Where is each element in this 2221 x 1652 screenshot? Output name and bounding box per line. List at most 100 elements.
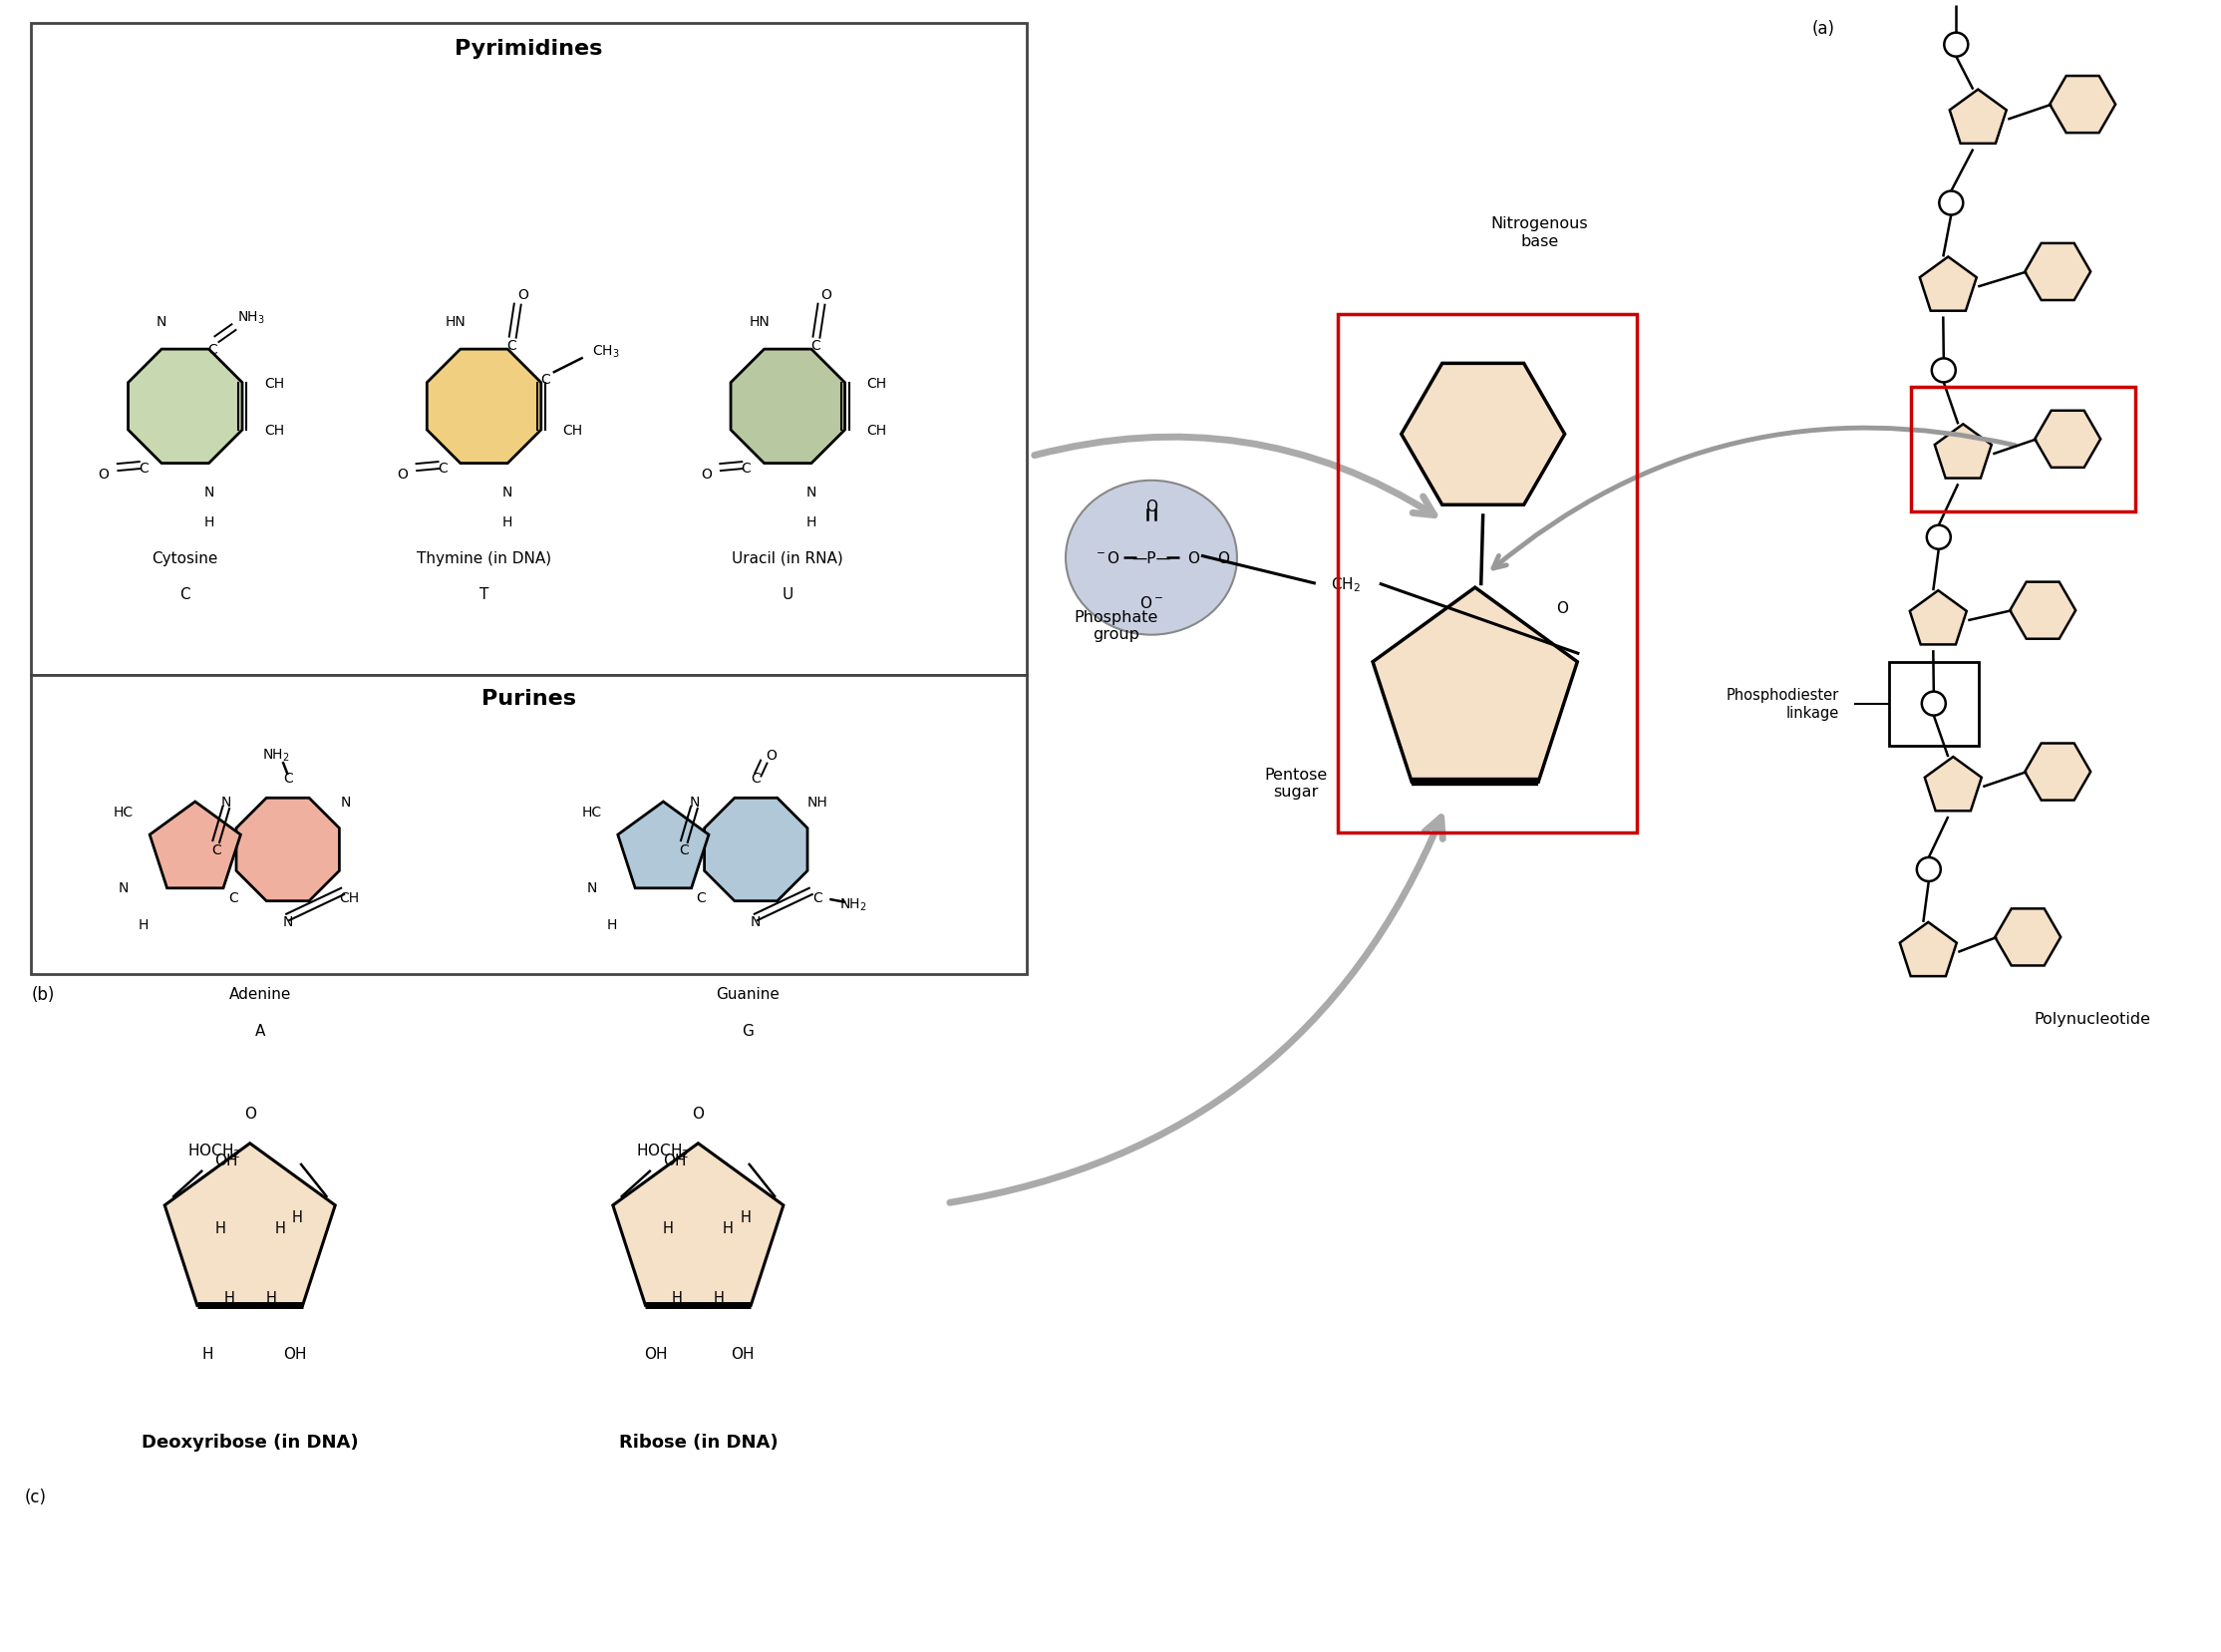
Text: H: H xyxy=(204,515,213,529)
Text: O: O xyxy=(766,748,777,762)
Text: HC: HC xyxy=(113,805,133,819)
Text: C: C xyxy=(209,344,218,357)
Text: O: O xyxy=(517,287,529,302)
Text: C: C xyxy=(506,339,517,354)
Text: O: O xyxy=(98,468,109,481)
Polygon shape xyxy=(164,1143,335,1305)
Text: Uracil (in RNA): Uracil (in RNA) xyxy=(733,550,844,565)
Text: Adenine: Adenine xyxy=(229,986,291,1001)
Circle shape xyxy=(1917,857,1941,882)
Text: H: H xyxy=(291,1209,302,1224)
Text: O: O xyxy=(702,468,711,481)
Text: NH$_3$: NH$_3$ xyxy=(238,311,264,325)
Bar xyxy=(31,23,1026,676)
Text: C: C xyxy=(813,890,822,905)
Text: HN: HN xyxy=(748,316,768,329)
Text: H: H xyxy=(215,1221,227,1236)
Text: A: A xyxy=(255,1024,264,1039)
Polygon shape xyxy=(2026,244,2090,301)
Text: NH$_2$: NH$_2$ xyxy=(840,897,868,914)
Text: C: C xyxy=(282,771,293,785)
Bar xyxy=(1888,662,1979,745)
Text: HOCH$_2$: HOCH$_2$ xyxy=(635,1142,689,1160)
Bar xyxy=(1337,316,1637,833)
Text: T: T xyxy=(480,586,489,601)
Text: Guanine: Guanine xyxy=(715,986,780,1001)
Text: N: N xyxy=(751,915,762,928)
Text: O: O xyxy=(693,1107,704,1122)
Text: O$^-$: O$^-$ xyxy=(1139,595,1164,611)
Polygon shape xyxy=(617,803,708,889)
Text: OH: OH xyxy=(282,1346,306,1361)
Polygon shape xyxy=(2050,76,2114,134)
Text: C: C xyxy=(742,461,751,474)
Polygon shape xyxy=(1373,588,1577,783)
Circle shape xyxy=(1928,525,1950,550)
Text: OH: OH xyxy=(644,1346,666,1361)
Text: O: O xyxy=(1188,550,1199,565)
Text: H: H xyxy=(202,1346,213,1361)
Text: O: O xyxy=(822,287,833,302)
Text: OH: OH xyxy=(215,1153,238,1168)
Polygon shape xyxy=(1899,922,1957,976)
Text: HN: HN xyxy=(444,316,466,329)
Polygon shape xyxy=(1950,91,2006,144)
Text: CH$_3$: CH$_3$ xyxy=(593,344,620,360)
Text: Thymine (in DNA): Thymine (in DNA) xyxy=(418,550,551,565)
Text: H: H xyxy=(740,1209,751,1224)
Text: —P—: —P— xyxy=(1130,550,1170,565)
Text: CH: CH xyxy=(264,377,284,390)
Polygon shape xyxy=(1910,591,1966,644)
Polygon shape xyxy=(2010,583,2077,639)
Text: CH: CH xyxy=(340,890,360,905)
Text: O: O xyxy=(398,468,409,481)
Text: U: U xyxy=(782,586,793,601)
Text: (c): (c) xyxy=(24,1488,47,1507)
Circle shape xyxy=(1932,358,1957,383)
Text: CH: CH xyxy=(866,377,886,390)
Text: Pyrimidines: Pyrimidines xyxy=(455,38,602,58)
Text: N: N xyxy=(155,316,167,329)
Text: C: C xyxy=(751,771,762,785)
Text: H: H xyxy=(662,1221,673,1236)
Text: C: C xyxy=(811,339,820,354)
Text: H: H xyxy=(502,515,513,529)
Text: CH: CH xyxy=(562,423,582,438)
Text: C: C xyxy=(540,372,551,387)
Text: Cytosine: Cytosine xyxy=(151,550,218,565)
Polygon shape xyxy=(426,350,542,464)
Text: C: C xyxy=(695,890,706,905)
Text: H: H xyxy=(673,1290,682,1305)
Ellipse shape xyxy=(1066,481,1237,636)
Text: CH: CH xyxy=(866,423,886,438)
Text: N: N xyxy=(282,915,293,928)
Text: H: H xyxy=(264,1290,275,1305)
Polygon shape xyxy=(2026,743,2090,801)
Text: Phosphate
group: Phosphate group xyxy=(1075,610,1159,643)
Text: NH$_2$: NH$_2$ xyxy=(262,747,289,763)
Text: O: O xyxy=(244,1107,255,1122)
Text: NH: NH xyxy=(806,795,828,809)
Polygon shape xyxy=(129,350,242,464)
Polygon shape xyxy=(731,350,844,464)
Text: HOCH$_2$: HOCH$_2$ xyxy=(187,1142,240,1160)
Polygon shape xyxy=(2034,411,2101,468)
Text: Deoxyribose (in DNA): Deoxyribose (in DNA) xyxy=(142,1434,358,1450)
Circle shape xyxy=(1943,33,1968,58)
Text: Pentose
sugar: Pentose sugar xyxy=(1264,767,1328,800)
Text: N: N xyxy=(689,795,700,809)
Text: OH: OH xyxy=(731,1346,755,1361)
Circle shape xyxy=(1921,692,1946,715)
Text: C: C xyxy=(180,586,191,601)
Text: O: O xyxy=(1146,499,1157,514)
Polygon shape xyxy=(235,798,340,902)
Text: OH: OH xyxy=(662,1153,686,1168)
Text: HC: HC xyxy=(582,805,602,819)
Text: Purines: Purines xyxy=(482,689,575,709)
Text: N: N xyxy=(220,795,231,809)
Text: H: H xyxy=(224,1290,235,1305)
Text: CH$_2$: CH$_2$ xyxy=(1330,575,1361,593)
Polygon shape xyxy=(149,803,240,889)
Polygon shape xyxy=(1401,363,1564,506)
Text: $^-$O: $^-$O xyxy=(1093,550,1119,567)
